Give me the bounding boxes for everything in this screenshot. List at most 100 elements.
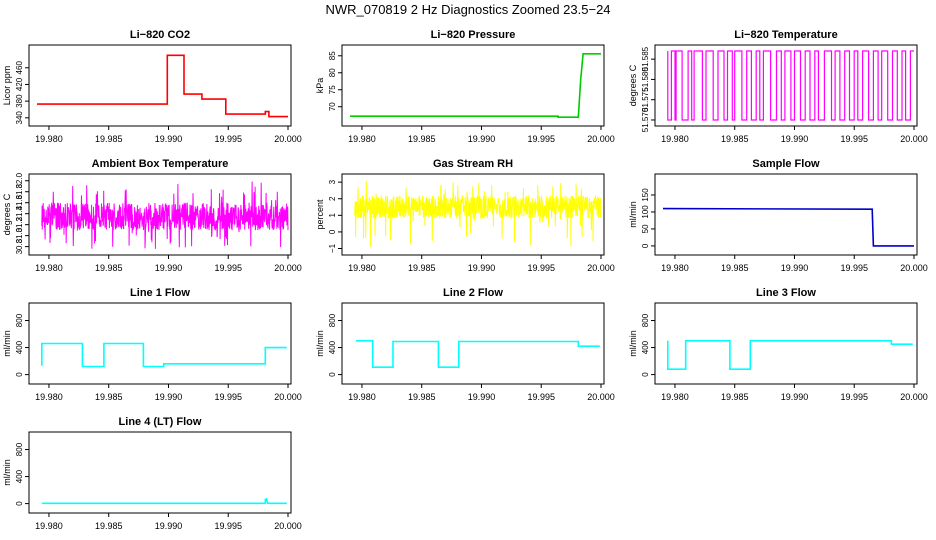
y-tick-label: 340	[15, 111, 24, 125]
y-tick-label: 150	[641, 188, 650, 202]
y-tick-label: 800	[641, 313, 650, 327]
chart-title: Ambient Box Temperature	[92, 158, 229, 170]
y-tick-label: 31.8	[15, 183, 24, 199]
plot-frame	[28, 302, 292, 385]
chart-panel: Li−820 Temperature degrees C 19.980 19.985 1…	[628, 29, 928, 144]
x-tick-label: 20.000	[274, 392, 302, 402]
x-tick-label: 19.985	[95, 134, 123, 144]
x-tick-label: 20.000	[900, 263, 928, 273]
figure-title: NWR_070819 2 Hz Diagnostics Zoomed 23.5−…	[325, 2, 611, 17]
x-tick-label: 19.990	[781, 134, 809, 144]
chart-title: Line 1 Flow	[130, 287, 190, 299]
x-tick-label: 19.990	[155, 392, 183, 402]
y-axis-label: Licor ppm	[2, 66, 12, 106]
chart-panel: Line 2 Flow ml/min 19.980 19.985 19.990 19.99…	[315, 287, 615, 402]
x-tick-label: 20.000	[900, 134, 928, 144]
chart-panel: Li−820 Pressure kPa 19.980 19.985 19.990 19.9…	[315, 29, 615, 144]
y-axis-label: ml/min	[315, 330, 325, 357]
x-tick-label: 19.995	[527, 263, 555, 273]
chart-title: Li−820 Pressure	[431, 29, 516, 41]
y-tick-label: 0	[15, 372, 24, 377]
x-tick-label: 19.985	[95, 521, 123, 531]
y-tick-label: 0	[15, 501, 24, 506]
chart-title: Line 3 Flow	[756, 287, 816, 299]
plot-frame	[341, 173, 605, 256]
x-tick-label: 19.985	[408, 134, 436, 144]
chart-title: Gas Stream RH	[433, 158, 513, 170]
x-tick-label: 20.000	[587, 263, 615, 273]
plot-frame	[28, 431, 292, 514]
chart-panel: Li−820 CO2 Licor ppm 19.980 19.985 19.990 19.…	[2, 29, 302, 144]
y-tick-label: 380	[15, 94, 24, 108]
chart-title: Li−820 CO2	[130, 29, 190, 41]
x-tick-label: 20.000	[900, 392, 928, 402]
x-tick-label: 19.990	[468, 392, 496, 402]
y-axis-label: ml/min	[2, 330, 12, 357]
series-line	[666, 339, 913, 371]
x-tick-label: 19.980	[35, 134, 63, 144]
x-tick-label: 20.000	[274, 521, 302, 531]
chart-panel: Gas Stream RH percent 19.980 19.985 19.990 19…	[315, 158, 615, 273]
y-tick-label: 460	[15, 61, 24, 75]
series-line	[41, 497, 287, 505]
x-tick-label: 19.980	[348, 392, 376, 402]
x-tick-label: 20.000	[587, 134, 615, 144]
plot-frame	[654, 173, 918, 256]
y-tick-label: 420	[15, 77, 24, 91]
chart-title: Li−820 Temperature	[734, 29, 837, 41]
x-tick-label: 20.000	[274, 263, 302, 273]
y-axis-label: ml/min	[2, 459, 12, 486]
x-tick-label: 19.995	[214, 134, 242, 144]
y-tick-label: 85	[328, 51, 337, 60]
y-tick-label: 51.585	[641, 46, 650, 71]
x-tick-label: 19.990	[781, 263, 809, 273]
x-tick-label: 19.980	[35, 521, 63, 531]
y-axis-label: ml/min	[628, 330, 638, 357]
x-tick-label: 19.980	[661, 134, 689, 144]
x-tick-label: 19.995	[840, 134, 868, 144]
plot-frame	[341, 302, 605, 385]
x-tick-label: 19.990	[468, 134, 496, 144]
x-tick-label: 19.980	[35, 392, 63, 402]
x-tick-label: 19.990	[468, 263, 496, 273]
y-tick-label: 0	[328, 229, 337, 234]
y-tick-label: 800	[328, 313, 337, 327]
y-tick-label: 100	[641, 205, 650, 219]
y-tick-label: 400	[15, 469, 24, 483]
x-tick-label: 19.990	[155, 521, 183, 531]
plot-frame	[28, 173, 292, 256]
x-tick-label: 19.995	[214, 521, 242, 531]
chart-panel: Sample Flow ml/min 19.980 19.985 19.990 19.99…	[628, 158, 928, 273]
y-tick-label: 75	[328, 85, 337, 94]
chart-panel: Line 3 Flow ml/min 19.980 19.985 19.990 19.99…	[628, 287, 928, 402]
y-tick-label: −1	[328, 243, 337, 253]
x-tick-label: 19.990	[155, 134, 183, 144]
x-tick-label: 20.000	[274, 134, 302, 144]
y-axis-label: ml/min	[628, 201, 638, 228]
chart-panel: Line 4 (LT) Flow ml/min 19.980 19.985 19.990…	[2, 416, 302, 531]
chart-panel: Line 1 Flow ml/min 19.980 19.985 19.990 19.99…	[2, 287, 302, 402]
x-tick-label: 19.980	[348, 134, 376, 144]
y-tick-label: 0	[641, 372, 650, 377]
y-axis-label: kPa	[315, 78, 325, 94]
y-tick-label: 2	[328, 196, 337, 201]
plot-frame	[654, 44, 918, 127]
series-line	[41, 181, 289, 249]
y-tick-label: 31.2	[15, 216, 24, 232]
y-axis-label: degrees C	[2, 193, 12, 235]
series-line	[40, 342, 287, 368]
y-tick-label: 400	[328, 340, 337, 354]
y-tick-label: 3	[328, 179, 337, 184]
y-tick-label: 31.6	[15, 194, 24, 210]
series-line	[350, 52, 601, 118]
y-tick-label: 31.0	[15, 227, 24, 243]
series-line	[354, 180, 602, 247]
plot-frame	[654, 302, 918, 385]
x-tick-label: 19.995	[214, 263, 242, 273]
x-tick-label: 19.985	[721, 392, 749, 402]
y-tick-label: 51.575	[641, 87, 650, 112]
x-tick-label: 19.985	[721, 263, 749, 273]
x-tick-label: 19.990	[781, 392, 809, 402]
x-tick-label: 19.985	[408, 392, 436, 402]
x-tick-label: 19.985	[408, 263, 436, 273]
